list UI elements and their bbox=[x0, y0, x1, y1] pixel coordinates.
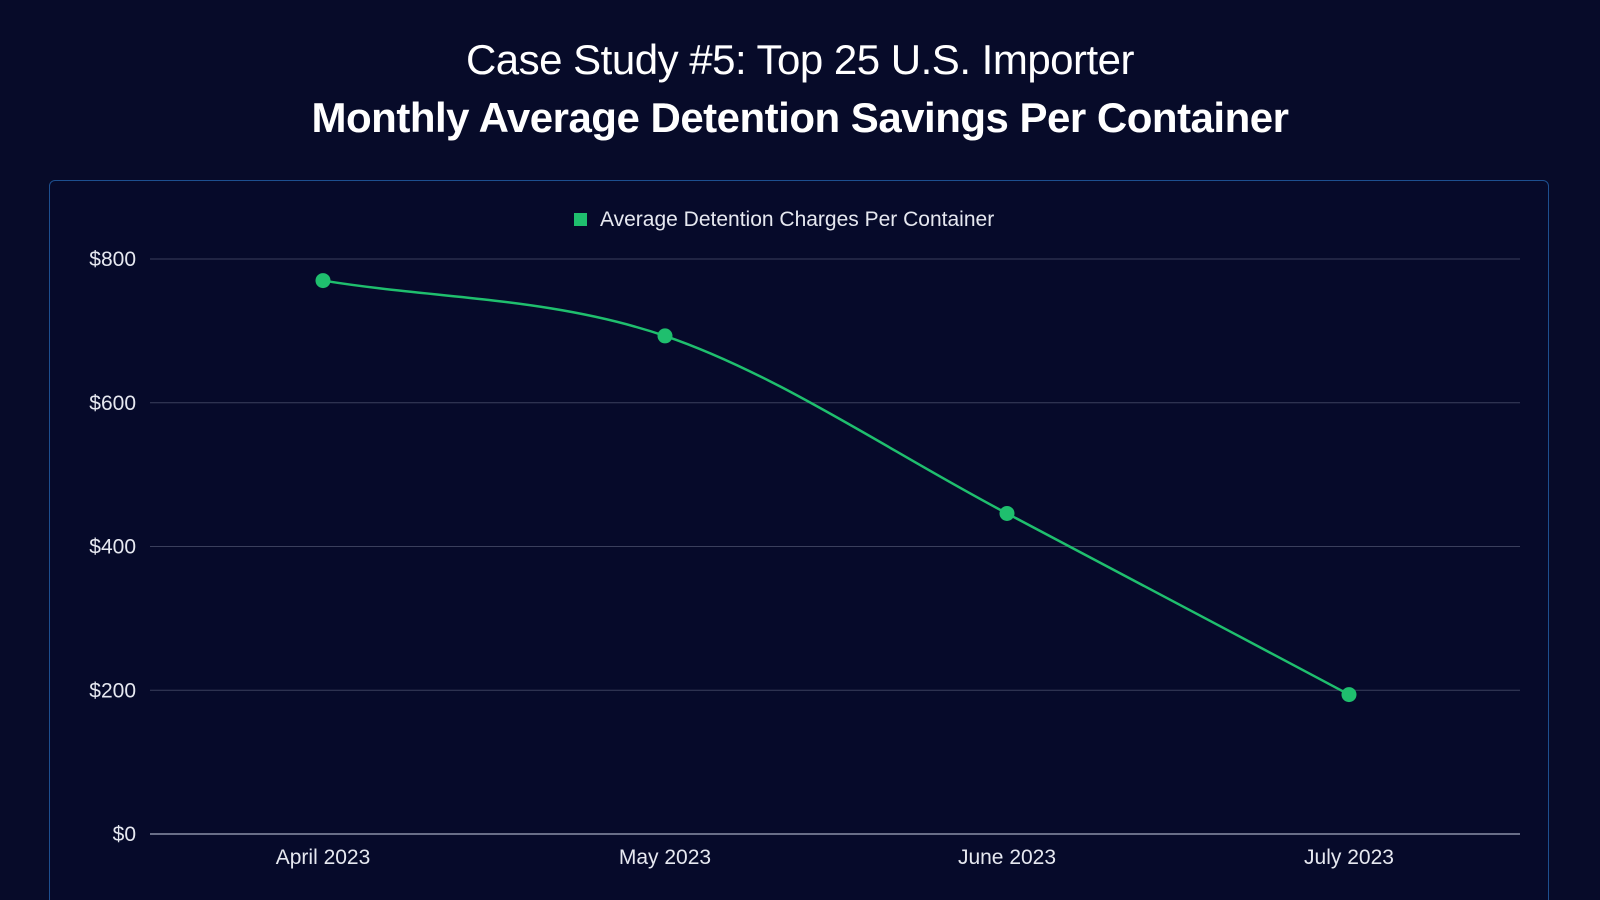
data-point[interactable] bbox=[315, 273, 331, 289]
y-tick-label: $800 bbox=[89, 248, 136, 271]
data-point[interactable] bbox=[1341, 687, 1357, 703]
x-tick-label: July 2023 bbox=[1304, 846, 1394, 869]
chart-panel bbox=[49, 180, 1549, 900]
x-tick-label: June 2023 bbox=[958, 846, 1056, 869]
y-tick-label: $600 bbox=[89, 392, 136, 415]
series-line bbox=[322, 279, 1350, 696]
axes: $0 $200 $400 $600 $800 April 2023 May 2023 June… bbox=[89, 248, 1394, 869]
y-tick-label: $200 bbox=[89, 679, 136, 702]
legend-label[interactable]: Average Detention Charges Per Container bbox=[600, 208, 994, 231]
data-point[interactable] bbox=[999, 505, 1015, 521]
chart-title: Case Study #5: Top 25 U.S. Importer bbox=[465, 36, 1135, 83]
x-tick-label: May 2023 bbox=[619, 846, 711, 869]
x-tick-label: April 2023 bbox=[276, 846, 371, 869]
chart-subtitle: Monthly Average Detention Savings Per Co… bbox=[311, 94, 1289, 141]
data-point[interactable] bbox=[657, 328, 673, 344]
series bbox=[315, 273, 1357, 703]
y-tick-label: $0 bbox=[113, 823, 136, 846]
y-tick-label: $400 bbox=[89, 536, 136, 559]
legend-swatch bbox=[574, 213, 587, 226]
gridlines bbox=[150, 258, 1520, 835]
legend: Average Detention Charges Per Container bbox=[574, 208, 994, 231]
